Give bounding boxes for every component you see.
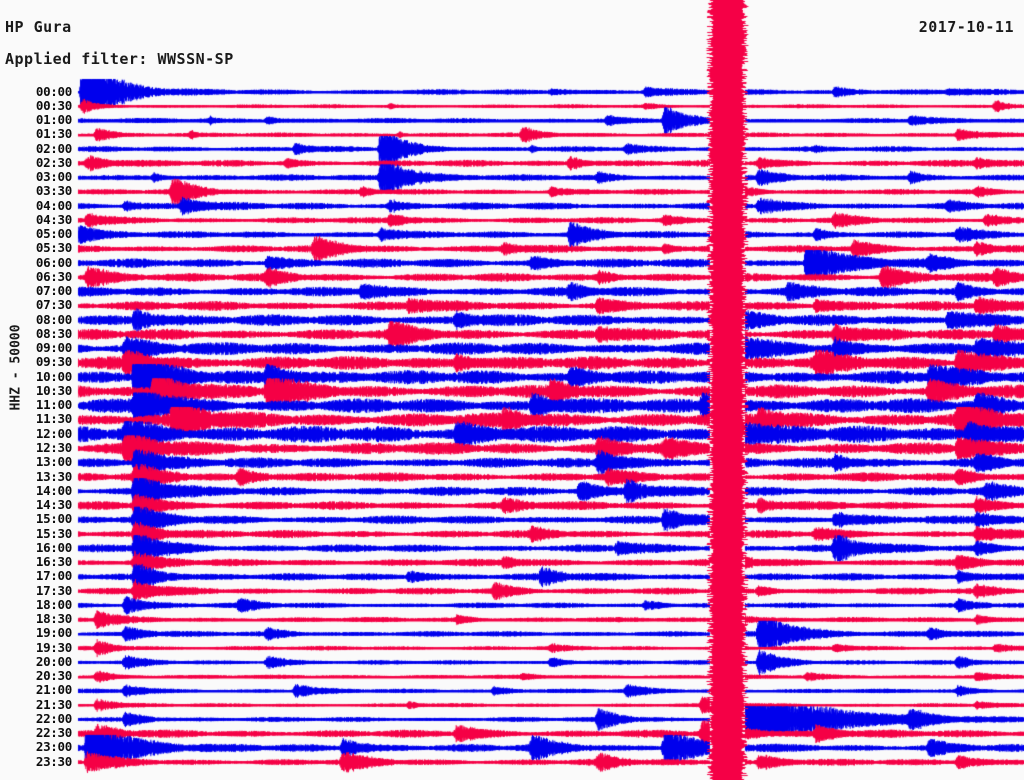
y-axis-label: HHZ - 50000: [8, 324, 24, 411]
page-title: HP Gura: [5, 18, 72, 36]
date-label: 2017-10-11: [918, 18, 1014, 36]
applied-filter-label: Applied filter: WWSSN-SP: [5, 50, 234, 68]
